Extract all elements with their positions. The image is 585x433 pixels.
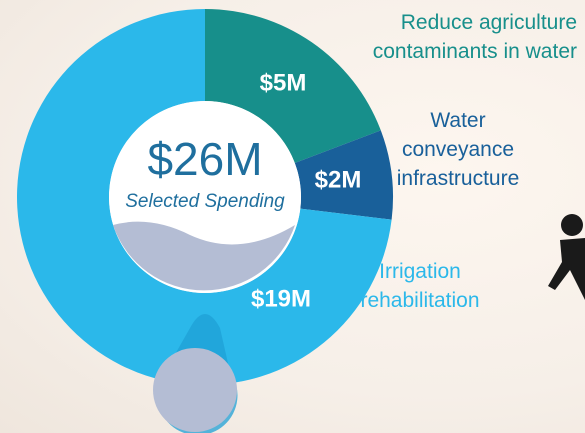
center-subtitle: Selected Spending (125, 191, 285, 212)
value-label: $19M (251, 285, 311, 312)
category-label: Reduce agriculture contaminants in water (373, 8, 577, 66)
drop-circle (153, 348, 237, 432)
infographic: $26M Selected Spending $5M $2M $19M Reduce… (0, 0, 585, 433)
category-label: Water conveyance infrastructure (388, 106, 528, 193)
value-label: $5M (260, 69, 307, 96)
worker-icon (548, 214, 585, 300)
value-label: $2M (315, 166, 362, 193)
center-total: $26M (147, 133, 262, 185)
category-label: Irrigation rehabilitation (345, 257, 495, 315)
